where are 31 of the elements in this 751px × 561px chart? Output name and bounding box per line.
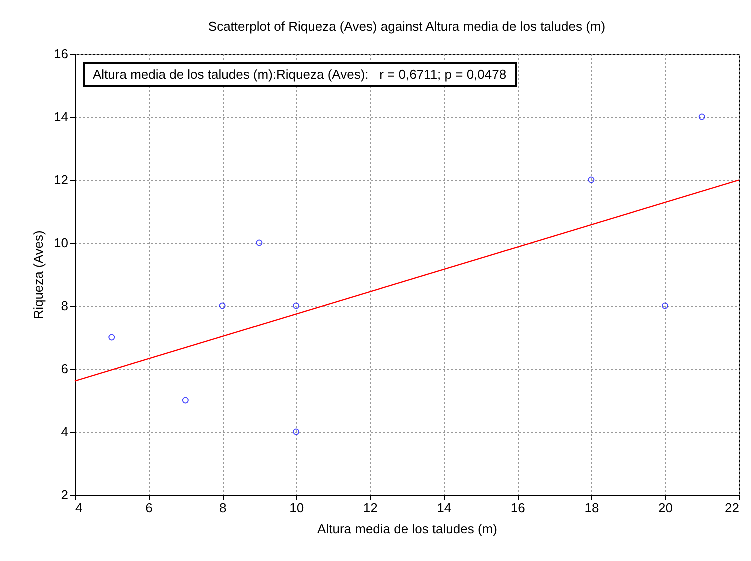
- x-tick-label: 12: [363, 500, 378, 516]
- x-tick-label: 22: [725, 500, 740, 516]
- y-tick-label: 4: [61, 424, 68, 440]
- y-tick-label: 14: [54, 110, 68, 124]
- point: [588, 176, 595, 184]
- point: [662, 302, 668, 310]
- y-tick-label: 12: [54, 172, 68, 188]
- x-tick-label: 14: [437, 500, 452, 516]
- x-tick-label: 16: [510, 500, 526, 516]
- point: [108, 334, 116, 341]
- x-axis-title: Altura media de los taludes (m): [318, 522, 498, 536]
- point: [256, 240, 263, 246]
- point: [219, 302, 226, 310]
- x-tick-label: 18: [584, 500, 600, 516]
- point: [698, 114, 706, 120]
- chart-title: Scatterplot of Riqueza (Aves) against Altura media de los taludes (m): [208, 19, 606, 34]
- point: [182, 397, 189, 404]
- y-tick-label: 8: [61, 298, 68, 314]
- x-tick-label: 10: [290, 500, 304, 516]
- y-tick-label: 6: [61, 362, 68, 376]
- y-tick-label: 16: [54, 46, 68, 62]
- point: [293, 302, 300, 310]
- y-tick-label: 10: [54, 236, 68, 250]
- x-tick-label: 4: [76, 500, 83, 516]
- x-tick-label: 20: [658, 500, 673, 516]
- point: [293, 428, 300, 436]
- x-tick-label: 8: [219, 500, 227, 516]
- x-tick-label: 6: [146, 500, 153, 516]
- annotation: Altura media de los taludes (m):Riqueza (Aves): r = 0,6711; p = 0,0478: [83, 62, 517, 87]
- y-axis-title: Riqueza (Aves): [31, 230, 46, 320]
- y-tick-label: 2: [61, 488, 68, 502]
